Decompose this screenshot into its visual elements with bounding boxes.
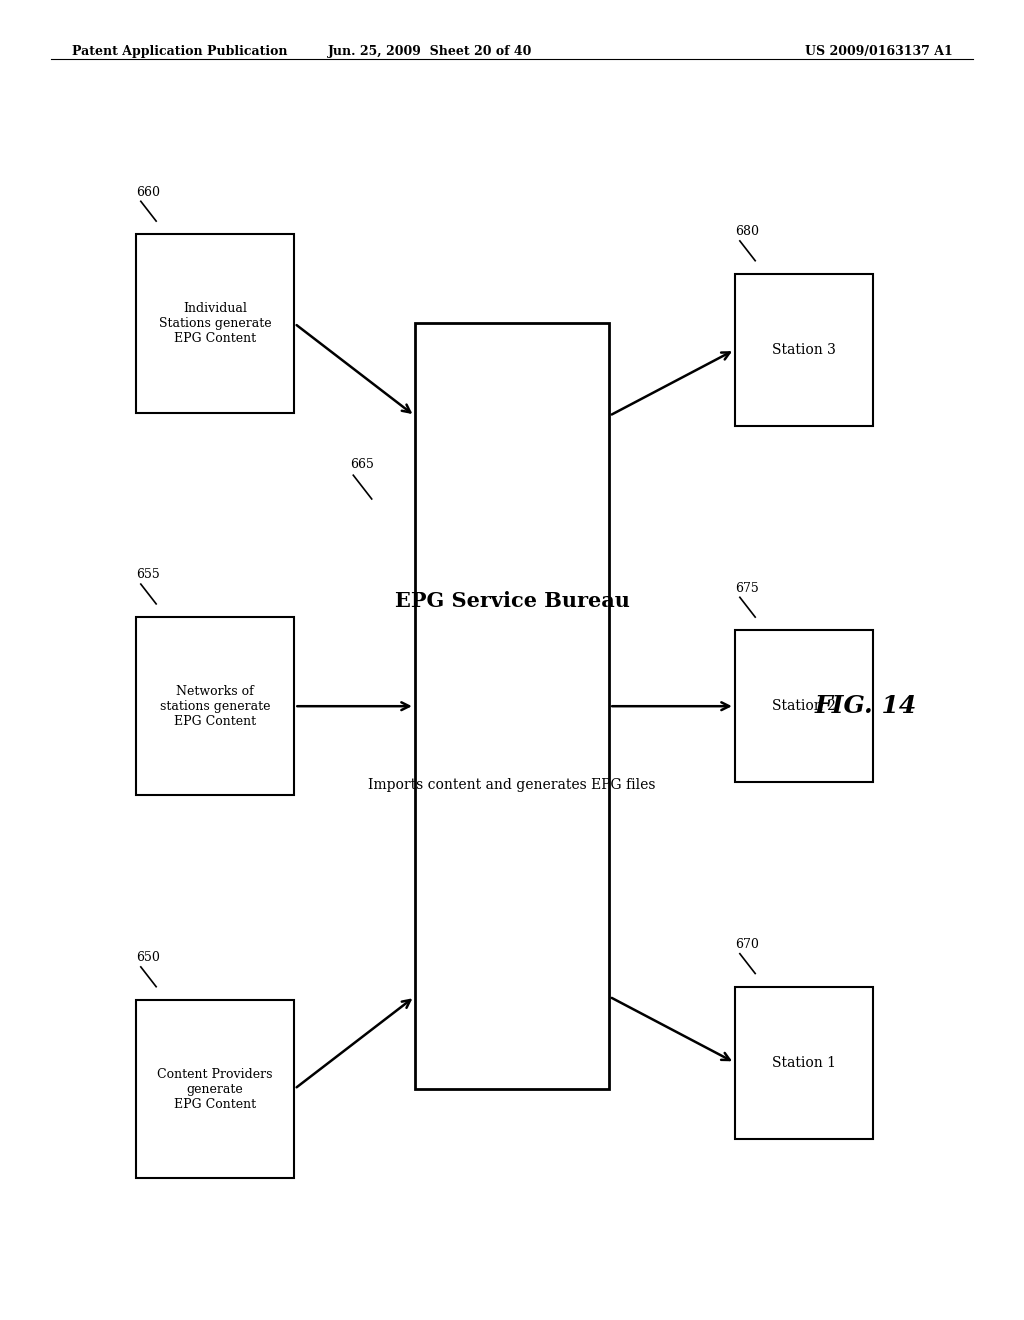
Bar [135,235,295,412]
Text: Station 3: Station 3 [772,343,836,356]
Text: 670: 670 [735,939,759,950]
Text: EPG Service Bureau: EPG Service Bureau [394,590,630,611]
Text: Station 1: Station 1 [772,1056,836,1069]
Bar [135,1001,295,1177]
Bar [415,323,609,1089]
Text: Patent Application Publication: Patent Application Publication [72,45,287,58]
Text: 650: 650 [135,952,160,964]
Text: Networks of
stations generate
EPG Content: Networks of stations generate EPG Conten… [160,685,270,727]
Bar [135,618,295,795]
Text: FIG. 14: FIG. 14 [814,694,916,718]
Text: US 2009/0163137 A1: US 2009/0163137 A1 [805,45,952,58]
Text: Content Providers
generate
EPG Content: Content Providers generate EPG Content [158,1068,272,1110]
Text: Jun. 25, 2009  Sheet 20 of 40: Jun. 25, 2009 Sheet 20 of 40 [328,45,532,58]
Bar [735,275,872,425]
Text: Individual
Stations generate
EPG Content: Individual Stations generate EPG Content [159,302,271,345]
Text: Station 2: Station 2 [772,700,836,713]
Text: 665: 665 [350,458,374,471]
Text: 655: 655 [135,569,160,581]
Bar [735,631,872,781]
Text: 675: 675 [735,582,759,594]
Text: Imports content and generates EPG files: Imports content and generates EPG files [369,779,655,792]
Bar [735,987,872,1138]
Text: 660: 660 [135,186,160,198]
Text: 680: 680 [735,226,759,238]
